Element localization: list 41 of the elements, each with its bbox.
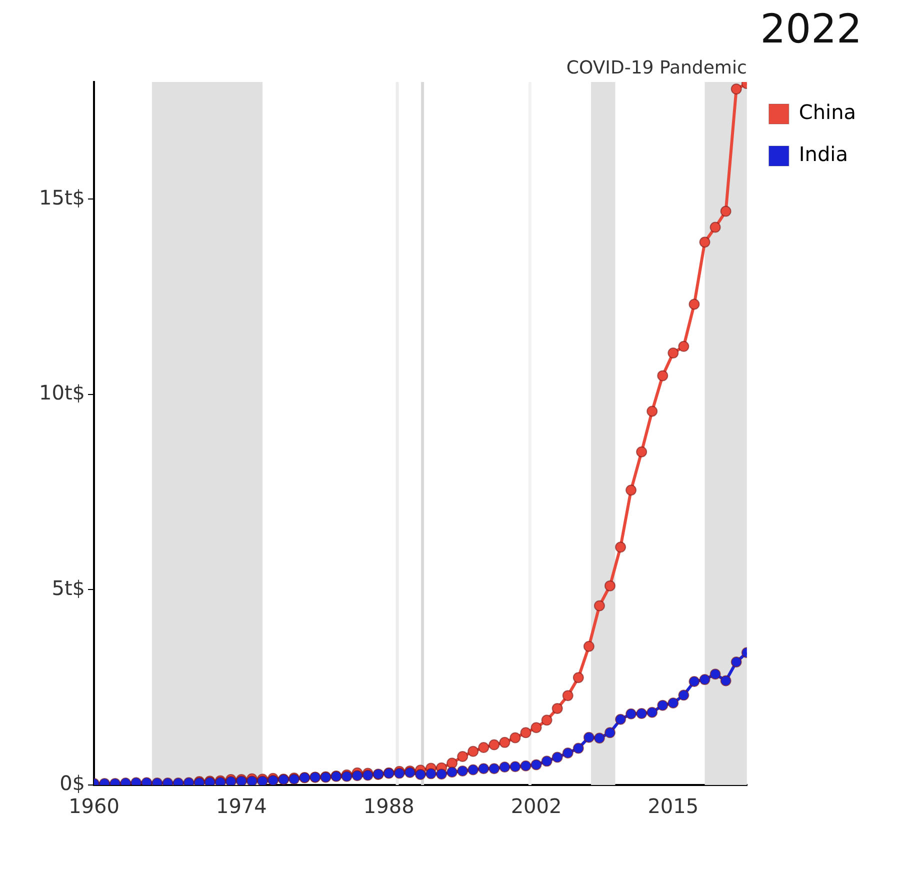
point xyxy=(583,640,594,652)
x-tick-label: 1974 xyxy=(216,794,267,818)
point xyxy=(636,446,648,458)
point xyxy=(699,236,710,248)
x-tick-label: 2015 xyxy=(648,794,699,818)
point xyxy=(668,348,679,359)
point xyxy=(626,484,637,496)
point xyxy=(688,298,700,310)
x-tick-label: 1988 xyxy=(363,794,414,818)
y-tick-label: 0$ xyxy=(60,771,86,796)
point xyxy=(530,722,542,734)
point xyxy=(594,600,605,612)
legend-label: China xyxy=(798,100,856,124)
text: 2022 xyxy=(760,6,862,52)
point xyxy=(720,206,732,217)
point xyxy=(478,742,490,754)
point xyxy=(552,702,563,714)
point xyxy=(678,340,690,352)
point xyxy=(562,690,574,702)
point xyxy=(446,758,458,769)
point xyxy=(499,736,510,748)
point xyxy=(710,222,721,233)
y-tick-label: 15t$ xyxy=(39,185,86,210)
point xyxy=(488,739,500,750)
point xyxy=(520,727,532,738)
point xyxy=(457,750,468,762)
point xyxy=(615,542,626,553)
x-tick-label: 1960 xyxy=(68,794,120,818)
point xyxy=(646,406,658,417)
y-tick-label: 10t$ xyxy=(39,380,86,405)
point xyxy=(657,370,668,382)
point xyxy=(468,746,479,757)
y-tick-label: 5t$ xyxy=(52,576,86,600)
point xyxy=(572,672,584,684)
legend-label: India xyxy=(798,142,848,166)
x-tick-label: 2002 xyxy=(510,794,562,818)
band-label: COVID-19 Pandemic xyxy=(566,58,747,79)
point xyxy=(510,732,521,744)
point xyxy=(604,580,616,592)
point xyxy=(541,714,552,726)
point xyxy=(730,84,742,95)
